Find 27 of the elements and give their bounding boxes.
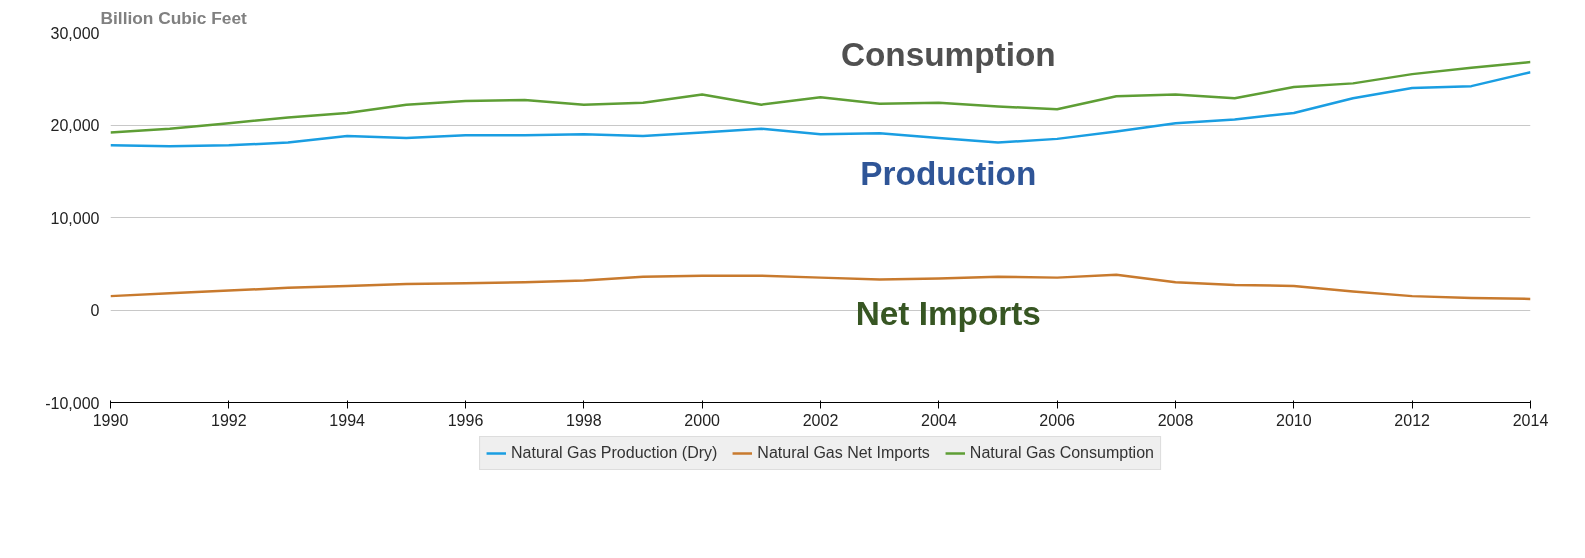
x-tick-label: 2000 xyxy=(684,411,721,429)
x-tick-label: 1996 xyxy=(447,411,484,429)
annotation: Consumption xyxy=(840,36,1056,74)
x-tick-label: 2004 xyxy=(921,411,957,429)
y-axis-title: Billion Cubic Feet xyxy=(100,7,248,28)
x-tick-label: 1998 xyxy=(566,411,602,429)
y-tick-label: 10,000 xyxy=(50,209,100,227)
x-tick-label: 1990 xyxy=(92,411,129,429)
y-tick-label: 0 xyxy=(90,302,100,319)
y-tick-label: 20,000 xyxy=(50,117,100,134)
y-tick-label: 30,000 xyxy=(50,24,100,42)
line-series xyxy=(110,71,1531,148)
annotation: Production xyxy=(860,154,1037,192)
x-tick-label: 2010 xyxy=(1276,411,1312,429)
legend-label: Natural Gas Net Imports xyxy=(757,444,930,462)
x-tick-label: 2006 xyxy=(1039,411,1076,429)
x-tick-label: 1994 xyxy=(329,411,366,429)
x-tick-label: 1992 xyxy=(211,411,247,429)
x-tick-label: 2014 xyxy=(1512,411,1549,429)
annotation: Net Imports xyxy=(855,295,1041,333)
y-tick-label: -10,000 xyxy=(45,394,100,412)
legend-label: Natural Gas Consumption xyxy=(969,444,1154,462)
x-tick-label: 2002 xyxy=(802,411,839,429)
x-tick-label: 2012 xyxy=(1394,411,1431,429)
x-tick-label: 2008 xyxy=(1157,411,1194,429)
legend-label: Natural Gas Production (Dry) xyxy=(511,444,718,462)
line-series xyxy=(110,273,1531,301)
